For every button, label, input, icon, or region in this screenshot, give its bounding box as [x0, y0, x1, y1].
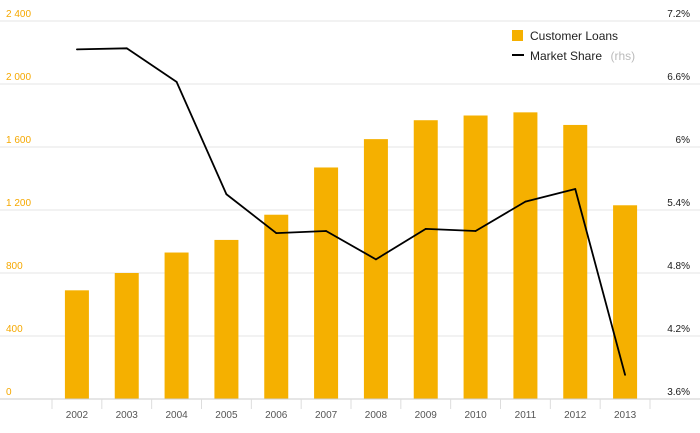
- y-right-tick-label: 7.2%: [667, 9, 690, 20]
- line-market-share: [76, 47, 626, 376]
- x-tick-label: 2006: [265, 410, 288, 421]
- bar-2009: [413, 120, 438, 399]
- x-tick-label: 2013: [614, 410, 637, 421]
- y-right-tick-label: 5.4%: [667, 198, 690, 209]
- y-left-tick-label: 0: [6, 387, 12, 398]
- market-share-point-2005: [225, 193, 228, 196]
- market-share-point-2003: [125, 47, 128, 50]
- x-tick-label: 2005: [215, 410, 238, 421]
- legend-market-share-suffix: (rhs): [610, 49, 635, 63]
- bar-2008: [363, 139, 388, 399]
- x-tick-label: 2009: [415, 410, 438, 421]
- x-tick-label: 2003: [116, 410, 139, 421]
- market-share-point-2006: [275, 232, 278, 235]
- y-left-tick-label: 400: [6, 324, 23, 335]
- bar-2007: [314, 167, 339, 399]
- market-share-point-2009: [424, 228, 427, 230]
- bar-2003: [114, 273, 139, 399]
- y-left-tick-label: 2 000: [6, 72, 31, 83]
- bar-2002: [64, 290, 89, 399]
- market-share-point-2011: [524, 200, 527, 203]
- x-tick-label: 2010: [464, 410, 487, 421]
- x-tick-label: 2002: [66, 410, 89, 421]
- x-tick-label: 2008: [365, 410, 388, 421]
- x-tick-label: 2011: [515, 410, 537, 421]
- axes: 0 400 800 1 200 1 600 2 000 2 400 3.6% 4.2% 4.8% 5…: [0, 9, 700, 421]
- y-right-tick-label: 3.6%: [667, 387, 690, 398]
- market-share-line: [76, 47, 626, 376]
- y-right-tick-label: 4.8%: [667, 261, 690, 272]
- bars-customer-loans: [64, 112, 638, 399]
- y-left-tick-label: 1 200: [6, 198, 31, 209]
- legend-label-customer-loans: Customer Loans: [530, 29, 618, 43]
- x-tick-label: 2007: [315, 410, 338, 421]
- legend-market-share-name: Market Share: [530, 49, 602, 63]
- legend: Customer Loans Market Share (rhs): [512, 29, 635, 64]
- bar-2004: [164, 252, 189, 399]
- bar-2006: [264, 214, 289, 399]
- bar-2005: [214, 239, 239, 399]
- bar-2012: [563, 124, 588, 399]
- market-share-point-2013: [624, 373, 626, 376]
- y-left-tick-label: 800: [6, 261, 23, 272]
- y-right-tick-label: 4.2%: [667, 324, 690, 335]
- legend-label-market-share: Market Share (rhs): [530, 47, 635, 64]
- market-share-point-2010: [474, 230, 477, 232]
- bar-2010: [463, 115, 488, 399]
- market-share-point-2004: [175, 81, 178, 83]
- market-share-point-2012: [574, 188, 577, 190]
- y-right-tick-label: 6%: [676, 135, 691, 146]
- legend-swatch-customer-loans: [512, 30, 523, 41]
- market-share-point-2007: [325, 230, 327, 232]
- y-right-tick-label: 6.6%: [667, 72, 690, 83]
- bar-2011: [513, 112, 538, 399]
- gridlines: [0, 20, 700, 337]
- x-tick-label: 2004: [165, 410, 188, 421]
- market-share-point-2008: [375, 258, 377, 261]
- market-share-point-2002: [76, 48, 78, 51]
- y-left-tick-label: 2 400: [6, 9, 31, 20]
- y-left-tick-label: 1 600: [6, 135, 31, 146]
- x-tick-label: 2012: [564, 410, 587, 421]
- bar-2013: [613, 205, 638, 399]
